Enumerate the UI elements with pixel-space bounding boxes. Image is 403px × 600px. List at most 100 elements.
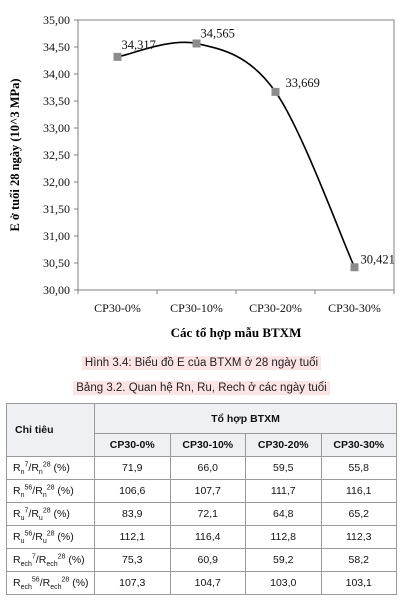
row-label: Rech56/Rech28 (%) (6, 571, 95, 595)
y-tick-label: 33,00 (43, 121, 70, 135)
row-label-a-sup: 7 (24, 461, 29, 469)
table-cell: 66,0 (169, 456, 246, 480)
x-tick-label: CP30-10% (170, 301, 223, 315)
column-header: CP30-0% (94, 433, 171, 457)
y-tick-label: 33,50 (43, 94, 70, 108)
row-label-b: R (42, 577, 51, 589)
table-cell: 72,1 (169, 502, 246, 526)
table-cell: 55,8 (320, 456, 397, 480)
table-cell: 64,8 (245, 502, 322, 526)
row-label: Rn56/Rn28 (%) (6, 479, 95, 503)
row-label-b-sub: u (38, 515, 43, 523)
row-label-a-sup: 56 (31, 576, 40, 584)
column-header: CP30-10% (169, 433, 246, 457)
row-label-a: R (13, 577, 21, 589)
table-row: Ru56/Ru28 (%) 112,1 116,4 112,8 112,3 (6, 525, 397, 549)
row-label-b-sup: 28 (57, 553, 66, 561)
table-cell: 58,2 (320, 548, 397, 572)
table-row: Rech7/Rech28 (%) 75,3 60,9 59,2 58,2 (6, 548, 397, 572)
data-label: 30,421 (361, 252, 395, 266)
row-label-a-sub: ech (20, 584, 32, 592)
table-caption-text: Bảng 3.2. Quan hệ Rn, Ru, Rech ở các ngà… (73, 381, 330, 395)
row-label: Rn7/Rn28 (%) (6, 456, 95, 480)
y-axis-ticks: 30,00 30,50 31,00 31,50 32,00 32,50 33,00 33,50… (43, 13, 78, 297)
x-axis-label: Các tổ hợp mẫu BTXM (171, 325, 302, 340)
data-point (192, 39, 201, 48)
row-label-a-sup: 56 (24, 530, 33, 538)
table-cell: 107,7 (169, 479, 246, 503)
table-body: Rn7/Rn28 (%) 71,9 66,0 59,5 55,8 Rn56/Rn28 (%… (6, 456, 397, 595)
x-tick-label: CP30-20% (249, 301, 302, 315)
row-label-a: R (13, 485, 21, 497)
y-tick-label: 32,50 (43, 148, 70, 162)
row-label-a-sub: u (20, 538, 25, 546)
data-label: 34,565 (201, 26, 235, 40)
table-row: Rn7/Rn28 (%) 71,9 66,0 59,5 55,8 (6, 456, 397, 480)
table-cell: 112,8 (245, 525, 322, 549)
row-label-a: R (13, 531, 21, 543)
row-label-sep: / (39, 577, 43, 589)
column-header: CP30-20% (245, 433, 322, 457)
table-cell: 83,9 (94, 502, 171, 526)
table-cell: 59,2 (245, 548, 322, 572)
row-label-sep: / (32, 531, 36, 543)
row-label-b-sub: ech (46, 561, 58, 569)
row-label-unit: (%) (54, 531, 74, 543)
table-cell: 104,7 (169, 571, 246, 595)
x-axis-ticks: CP30-0% CP30-10% CP30-20% CP30-30% (77, 290, 395, 315)
x-tick-label: CP30-0% (94, 301, 141, 315)
y-axis-label: E ở tuổi 28 ngày (10^3 MPa) (8, 78, 22, 231)
row-label-a: R (13, 554, 21, 566)
table-cell: 75,3 (94, 548, 171, 572)
row-label: Ru7/Ru28 (%) (6, 502, 95, 526)
table-cell: 60,9 (169, 548, 246, 572)
table-cell: 103,1 (320, 571, 397, 595)
row-label-b: R (35, 531, 43, 543)
row-label-a-sup: 7 (31, 553, 36, 561)
row-label-b: R (35, 485, 43, 497)
series-line (117, 41, 356, 268)
table-cell: 106,6 (94, 479, 171, 503)
row-label-b: R (38, 554, 47, 566)
data-point (350, 263, 359, 272)
row-label-unit: (%) (50, 462, 70, 474)
row-label-a: R (13, 462, 21, 474)
row-label-a: R (13, 508, 21, 520)
table-row: Rech56/Rech28 (%) 107,3 104,7 103,0 103,1 (6, 571, 397, 595)
data-point (271, 87, 280, 96)
y-tick-label: 31,00 (43, 229, 70, 243)
row-label-a-sub: n (20, 469, 25, 477)
y-tick-label: 32,00 (43, 175, 70, 189)
row-label-b: R (31, 508, 39, 520)
row-label-sep: / (35, 554, 39, 566)
row-label-sep: / (28, 508, 32, 520)
row-label-b-sup: 28 (46, 530, 55, 538)
strength-ratio-table: Chỉ tiêu Tổ hợp BTXM CP30-0% CP30-10% CP… (6, 403, 397, 595)
row-label-a-sup: 7 (24, 507, 29, 515)
data-label: 34,317 (122, 38, 156, 52)
row-label-a-sub: ech (20, 561, 32, 569)
row-label-a-sub: n (20, 492, 25, 500)
table-cell: 107,3 (94, 571, 171, 595)
table-row: Ru7/Ru28 (%) 83,9 72,1 64,8 65,2 (6, 502, 397, 526)
table-cell: 65,2 (320, 502, 397, 526)
column-header: CP30-30% (320, 433, 397, 457)
group-header: Tổ hợp BTXM (94, 403, 397, 434)
row-header: Chỉ tiêu (6, 403, 95, 457)
y-tick-label: 30,50 (43, 256, 70, 270)
row-label-b-sup: 28 (42, 507, 51, 515)
row-label-b-sub: n (42, 492, 47, 500)
y-tick-label: 34,00 (43, 67, 70, 81)
plot-area (77, 19, 395, 291)
data-label: 33,669 (286, 76, 320, 90)
table-caption: Bảng 3.2. Quan hệ Rn, Ru, Rech ở các ngà… (0, 381, 403, 395)
row-label-unit: (%) (54, 485, 74, 497)
y-tick-label: 35,00 (43, 13, 70, 27)
table-cell: 116,1 (320, 479, 397, 503)
table-cell: 71,9 (94, 456, 171, 480)
row-label-a-sup: 56 (24, 484, 33, 492)
table-cell: 112,3 (320, 525, 397, 549)
y-tick-label: 34,50 (43, 40, 70, 54)
row-label-unit: (%) (50, 508, 70, 520)
table-cell: 112,1 (94, 525, 171, 549)
